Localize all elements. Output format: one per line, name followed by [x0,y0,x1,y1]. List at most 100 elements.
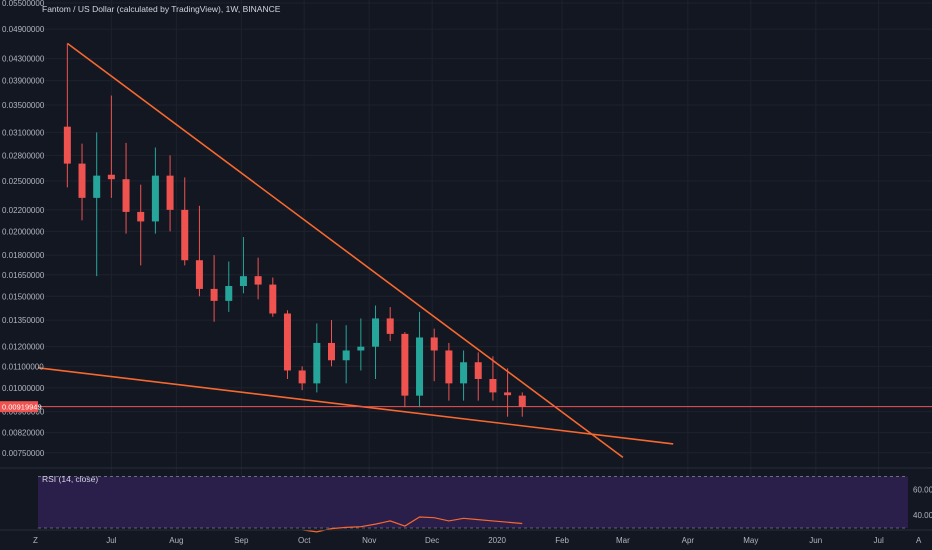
candle-body [93,175,101,198]
candle-body [283,313,291,371]
price-tick-label: 0.02200000 [2,206,45,215]
candle-down [445,342,453,401]
chart-title: Fantom / US Dollar (calculated by Tradin… [42,4,281,14]
candle-body [342,350,350,361]
candle-body [357,346,365,351]
candle-body [78,163,86,198]
candle-body [386,318,394,334]
candle-down [474,352,482,401]
rsi-band [38,476,908,528]
grid-lines [38,0,932,530]
candle-down [78,143,86,221]
price-tick-label: 0.05500000 [2,0,45,8]
price-tick-label: 0.01350000 [2,316,45,325]
price-tick-label: 0.00750000 [2,449,45,458]
candle-down [401,332,409,408]
candle-body [489,378,497,393]
candle-body [401,333,409,396]
time-axis[interactable]: Jul Aug Sep Oct Nov Dec 2020 Feb Mar Apr May Jun Jul [106,536,884,545]
time-tick-label: Feb [555,536,569,545]
candle-body [63,126,71,164]
time-tick-label: Mar [616,536,630,545]
price-tick-label: 0.01500000 [2,292,45,301]
last-price-badge: 0.00919949 [0,401,42,413]
candle-up [357,318,365,371]
time-tick-label: Sep [234,536,249,545]
candle-down [107,95,115,198]
candle-body [137,211,145,222]
candle-body [181,209,189,261]
candle-body [107,174,115,180]
candle-down [386,307,394,342]
time-tick-label: Jul [106,536,116,545]
candle-down [195,205,203,297]
candle-body [195,260,203,289]
candle-body [474,362,482,379]
candle-body [210,288,218,301]
candle-body [518,395,526,407]
last-price-label: 0.00919949 [2,403,42,412]
time-tick-label: 2020 [488,536,506,545]
auto-scale-button[interactable]: A [916,536,922,545]
candle-down [63,43,71,188]
price-tick-label: 0.03100000 [2,128,45,137]
price-tick-label: 0.01650000 [2,271,45,280]
trendlines [8,42,674,458]
time-tick-label: Jun [809,536,822,545]
price-tick-label: 0.01800000 [2,251,45,260]
candle-up [416,311,424,408]
candle-up [93,132,101,277]
price-tick-label: 0.03900000 [2,77,45,86]
candle-body [372,318,380,347]
candle-body [151,175,159,222]
price-tick-label: 0.01200000 [2,343,45,352]
candle-body [445,350,453,384]
price-tick-label: 0.01100000 [2,362,44,371]
candle-body [269,284,277,314]
time-tick-label: Oct [298,536,311,545]
zoom-icon[interactable]: Z [33,536,38,545]
candle-down [298,366,306,391]
candle-body [430,337,438,351]
price-tick-label: 0.01000000 [2,384,45,393]
candle-down [254,257,262,300]
rsi-line [302,516,523,533]
candle-body [225,286,233,301]
candle-down [122,142,130,234]
time-tick-label: Nov [362,536,376,545]
candle-down [181,177,189,266]
candlesticks [63,43,526,417]
candle-up [151,147,159,234]
price-tick-label: 0.00820000 [2,429,45,438]
time-tick-label: Dec [425,536,439,545]
candle-up [372,305,380,379]
candle-body [298,370,306,384]
candle-down [137,184,145,266]
rsi-title: RSI (14, close) [42,474,98,484]
trendline-lower [8,363,674,445]
rsi-tick-label: 40.00 [913,511,932,520]
time-tick-label: Jul [874,536,884,545]
price-axis-panel[interactable] [0,0,38,468]
candle-body [504,392,512,396]
candle-down [210,255,218,322]
price-tick-label: 0.02000000 [2,227,45,236]
candle-body [416,337,424,396]
candle-body [122,179,130,212]
candle-up [460,350,468,401]
candle-body [327,342,335,361]
candle-body [166,175,174,210]
candle-down [430,328,438,382]
rsi-tick-label: 60.00 [913,485,932,494]
candle-down [518,392,526,417]
time-tick-label: Aug [169,536,183,545]
candle-body [254,276,262,285]
rsi-pane[interactable]: 60.00 40.00 [38,476,932,533]
price-tick-label: 0.02800000 [2,151,45,160]
candle-body [460,362,468,384]
price-tick-label: 0.04900000 [2,25,45,34]
price-tick-label: 0.04300000 [2,55,45,64]
time-tick-label: May [743,536,758,545]
candle-up [313,323,321,393]
